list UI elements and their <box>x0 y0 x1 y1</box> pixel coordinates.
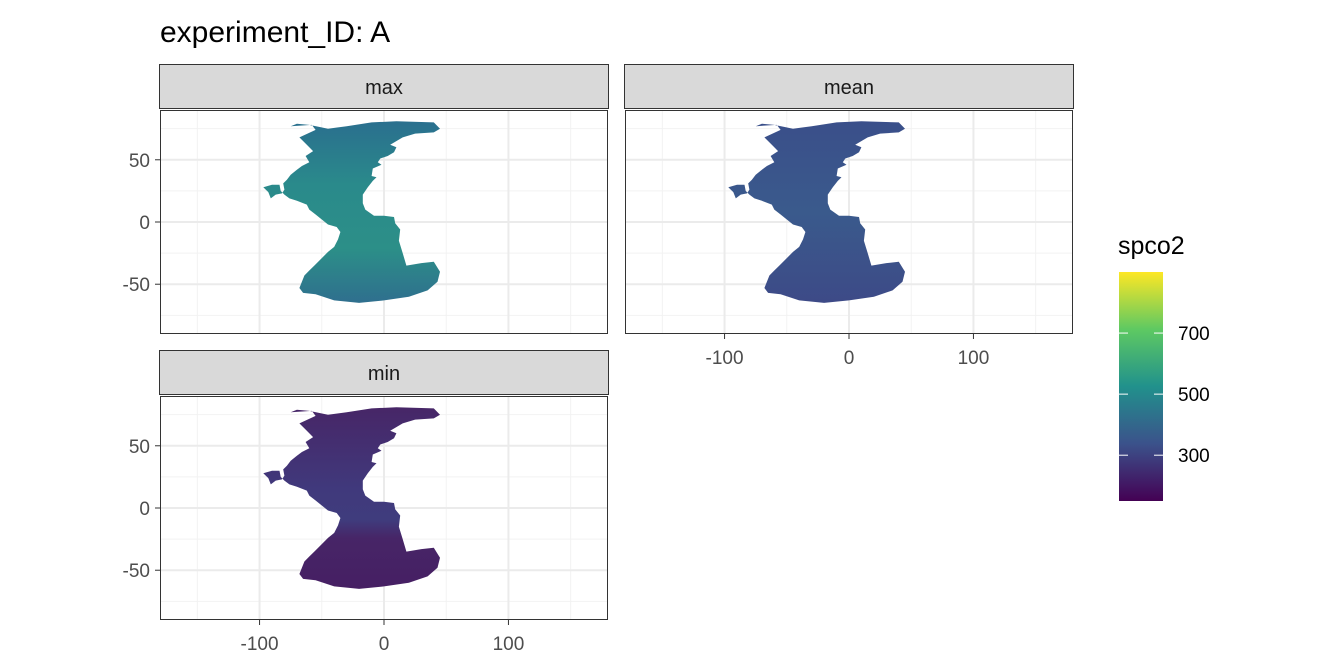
x-tick-label: -100 <box>706 348 744 369</box>
panel-border <box>160 110 608 334</box>
chart-title: experiment_ID: A <box>160 16 390 49</box>
facet-panel-max: max 50 0 -50 <box>123 64 609 334</box>
legend-tick-label: 300 <box>1178 446 1210 467</box>
x-tick-label: 0 <box>379 634 390 655</box>
panel-body: -100 0 100 <box>625 110 1073 369</box>
facet-panel-mean: mean -100 0 100 <box>624 64 1074 369</box>
legend-colorbar <box>1119 272 1163 501</box>
strip-background <box>624 64 1074 109</box>
y-tick-label: 50 <box>129 437 150 458</box>
panel-body: 50 0 -50 <box>123 110 608 334</box>
strip-background <box>159 350 609 395</box>
y-tick-label: 0 <box>139 499 150 520</box>
ocean-field-min <box>263 407 440 589</box>
panel-border <box>625 110 1073 334</box>
x-tick-label: 100 <box>958 348 990 369</box>
panel-body: 50 0 -50 -100 0 100 <box>123 396 608 655</box>
ocean-field-mean <box>728 121 905 303</box>
legend-tick-label: 700 <box>1178 324 1210 345</box>
legend-title: spco2 <box>1118 232 1185 260</box>
y-tick-label: -50 <box>123 561 150 582</box>
x-tick-label: 0 <box>844 348 855 369</box>
y-tick-label: 50 <box>129 151 150 172</box>
strip-label: min <box>368 363 400 385</box>
x-tick-label: 100 <box>493 634 525 655</box>
y-tick-label: -50 <box>123 275 150 296</box>
color-legend: spco2 700 500 300 <box>1118 232 1210 501</box>
y-tick-label: 0 <box>139 213 150 234</box>
facet-panel-min: min 50 0 -50 -100 0 100 <box>123 350 609 655</box>
ocean-field-max <box>263 121 440 303</box>
legend-ticks: 700 500 300 <box>1119 324 1210 467</box>
strip-background <box>159 64 609 109</box>
x-tick-label: -100 <box>241 634 279 655</box>
strip-label: max <box>365 77 403 99</box>
strip-label: mean <box>824 77 874 99</box>
legend-tick-label: 500 <box>1178 385 1210 406</box>
panel-border <box>160 396 608 620</box>
